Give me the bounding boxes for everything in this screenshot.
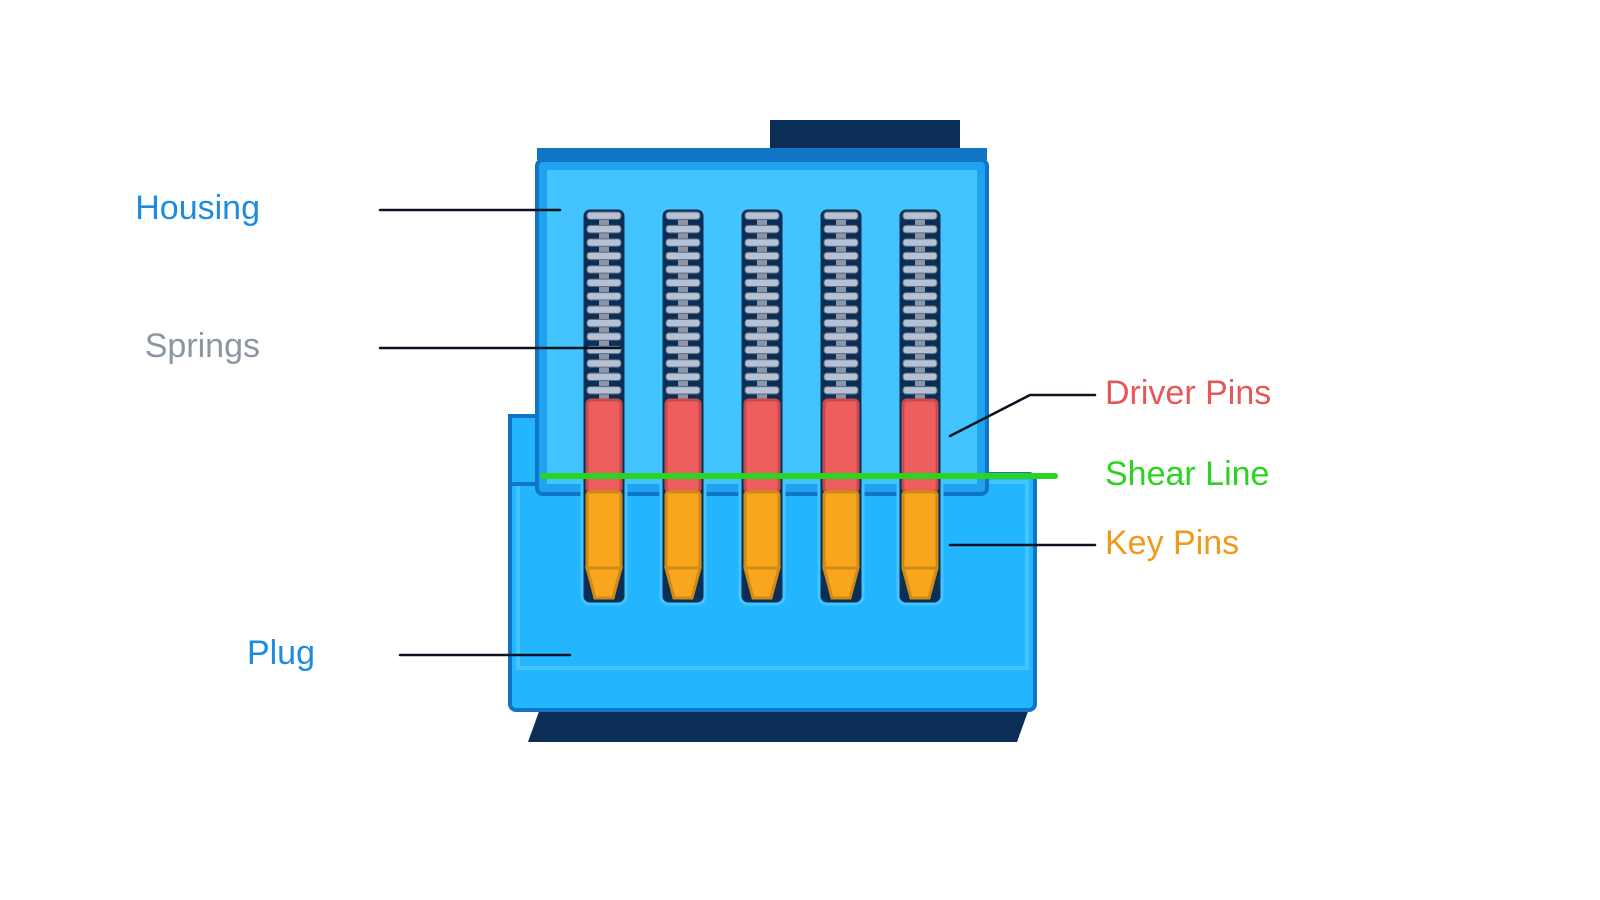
spring-coil <box>587 387 621 394</box>
spring-coil <box>824 360 858 367</box>
spring-coil <box>745 373 779 380</box>
spring-coil <box>745 333 779 340</box>
spring-coil <box>903 360 937 367</box>
housing-top-rim <box>537 148 987 160</box>
spring-coil <box>666 373 700 380</box>
spring-coil <box>666 293 700 300</box>
spring-coil <box>666 266 700 273</box>
label-housing: Housing <box>135 189 260 227</box>
key-pin <box>824 492 858 570</box>
spring-coil <box>745 252 779 259</box>
spring-coil <box>745 346 779 353</box>
spring-coil <box>745 360 779 367</box>
label-plug: Plug <box>247 634 315 672</box>
spring-coil <box>666 225 700 232</box>
spring-coil <box>666 346 700 353</box>
spring-coil <box>824 319 858 326</box>
spring-coil <box>903 346 937 353</box>
spring-coil <box>587 212 621 219</box>
label-shear: Shear Line <box>1105 455 1269 493</box>
spring-coil <box>824 293 858 300</box>
label-springs: Springs <box>145 327 260 365</box>
spring-coil <box>903 319 937 326</box>
spring-coil <box>824 333 858 340</box>
spring-coil <box>824 225 858 232</box>
spring-coil <box>824 266 858 273</box>
spring-coil <box>587 293 621 300</box>
spring-coil <box>587 373 621 380</box>
spring-coil <box>587 333 621 340</box>
spring-coil <box>745 279 779 286</box>
spring-coil <box>587 306 621 313</box>
spring-coil <box>745 212 779 219</box>
spring-coil <box>824 387 858 394</box>
spring-coil <box>666 239 700 246</box>
spring-coil <box>824 239 858 246</box>
spring-coil <box>666 279 700 286</box>
spring-coil <box>666 319 700 326</box>
spring-coil <box>824 252 858 259</box>
spring-coil <box>903 333 937 340</box>
spring-coil <box>903 212 937 219</box>
spring-coil <box>587 225 621 232</box>
spring-coil <box>745 387 779 394</box>
spring-coil <box>824 306 858 313</box>
spring-coil <box>666 387 700 394</box>
spring-coil <box>824 346 858 353</box>
spring-coil <box>666 333 700 340</box>
spring-coil <box>587 266 621 273</box>
spring-coil <box>745 225 779 232</box>
spring-coil <box>587 239 621 246</box>
spring-coil <box>587 360 621 367</box>
spring-coil <box>666 360 700 367</box>
spring-coil <box>666 212 700 219</box>
spring-coil <box>745 266 779 273</box>
spring-coil <box>587 319 621 326</box>
label-driver: Driver Pins <box>1105 374 1271 412</box>
key-pin <box>745 492 779 570</box>
spring-coil <box>745 293 779 300</box>
spring-coil <box>587 279 621 286</box>
spring-coil <box>903 266 937 273</box>
spring-coil <box>903 293 937 300</box>
spring-coil <box>903 239 937 246</box>
lock-diagram: Housing Springs Plug Driver Pins Shear Line K… <box>0 0 1600 900</box>
spring-coil <box>745 239 779 246</box>
spring-coil <box>666 306 700 313</box>
spring-coil <box>587 252 621 259</box>
spring-coil <box>824 373 858 380</box>
spring-coil <box>903 279 937 286</box>
key-pin <box>903 492 937 570</box>
spring-coil <box>903 306 937 313</box>
spring-coil <box>903 373 937 380</box>
key-pin <box>587 492 621 570</box>
spring-coil <box>824 279 858 286</box>
spring-coil <box>745 319 779 326</box>
spring-coil <box>903 252 937 259</box>
spring-coil <box>745 306 779 313</box>
spring-coil <box>903 387 937 394</box>
spring-coil <box>903 225 937 232</box>
spring-coil <box>666 252 700 259</box>
label-keypins: Key Pins <box>1105 524 1239 562</box>
key-pin <box>666 492 700 570</box>
spring-coil <box>824 212 858 219</box>
